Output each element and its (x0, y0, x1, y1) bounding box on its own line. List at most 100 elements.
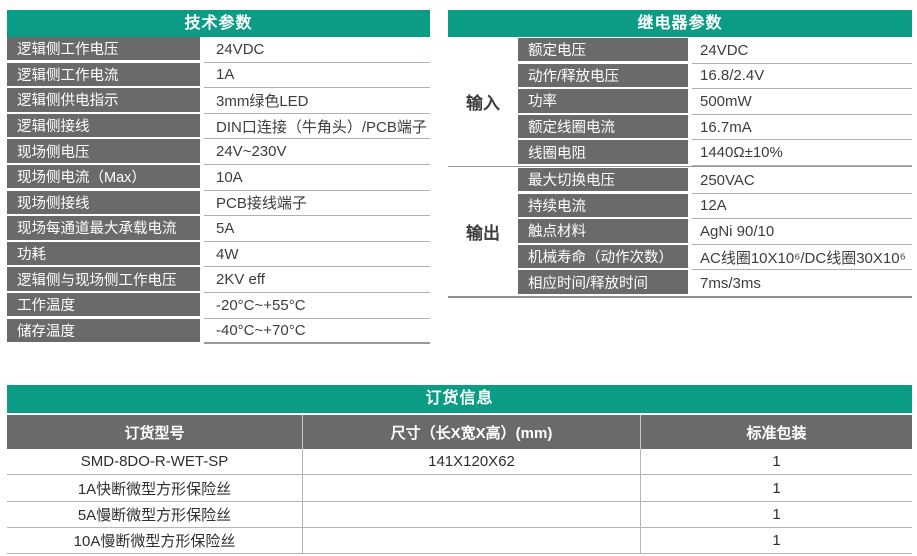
param-value: 5A (204, 216, 430, 242)
param-label: 额定线圈电流 (518, 114, 688, 139)
tech-params-title: 技术参数 (7, 10, 430, 37)
param-value: 24VDC (692, 38, 912, 64)
param-label: 现场侧电压 (7, 139, 200, 163)
table-row: 逻辑侧供电指示 3mm绿色LED (7, 88, 430, 114)
order-model: 5A慢断微型方形保险丝 (7, 501, 303, 528)
order-packaging: 1 (772, 479, 781, 497)
param-value: 16.8/2.4V (692, 64, 912, 90)
param-value: -20°C~+55°C (204, 293, 430, 319)
column-header-packaging: 标准包装 (746, 424, 807, 442)
order-dimensions (303, 528, 641, 554)
table-row: 现场侧接线 PCB接线端子 (7, 190, 430, 217)
param-label: 现场每通道最大承载电流 (7, 216, 200, 240)
relay-input-rows: 额定电压 24VDC 动作/释放电压 16.8/2.4V 功率 500mW (518, 37, 912, 166)
table-row: 最大切换电压 250VAC (518, 167, 912, 194)
order-dimensions (303, 501, 641, 528)
order-model: SMD-8DO-R-WET-SP (7, 449, 303, 475)
param-value: 12A (692, 194, 912, 220)
table-row: 逻辑侧工作电压 24VDC (7, 37, 430, 63)
table-row: 额定电压 24VDC (518, 38, 912, 64)
column-header-model: 订货型号 (7, 415, 303, 450)
table-row: 触点材料 AgNi 90/10 (518, 219, 912, 245)
param-value: -40°C~+70°C (204, 319, 430, 345)
param-label: 持续电流 (518, 193, 688, 217)
order-model: 10A慢断微型方形保险丝 (7, 528, 303, 554)
table-row: 功耗 4W (7, 241, 430, 268)
param-label: 最大切换电压 (518, 167, 688, 192)
param-label: 工作温度 (7, 292, 200, 317)
param-value: 24V~230V (204, 139, 430, 165)
param-label: 储存温度 (7, 318, 200, 342)
param-value: PCB接线端子 (204, 191, 430, 217)
order-dimensions (303, 475, 641, 501)
param-label: 功率 (518, 89, 688, 113)
param-value: 1440Ω±10% (692, 140, 912, 166)
table-row: 额定线圈电流 16.7mA (518, 114, 912, 141)
param-value: 10A (204, 165, 430, 191)
param-label: 逻辑侧工作电压 (7, 37, 200, 61)
table-row: 5A慢断微型方形保险丝 1 (7, 501, 912, 529)
param-value: 500mW (692, 89, 912, 115)
param-value: 4W (204, 242, 430, 268)
param-value: AgNi 90/10 (692, 219, 912, 245)
param-label: 逻辑侧接线 (7, 113, 200, 138)
table-row: 机械寿命（动作次数） AC线圈10X10⁶/DC线圈30X10⁶ (518, 244, 912, 271)
param-value: DIN口连接（牛角头）/PCB端子 (204, 114, 430, 140)
column-header-dimensions: 尺寸（长X宽X高）(mm) (303, 415, 641, 450)
relay-output-group: 输出 最大切换电压 250VAC 持续电流 12A 触点材料 AgNi 90/1 (448, 166, 912, 296)
order-model: 1A快断微型方形保险丝 (7, 475, 303, 501)
param-label: 逻辑侧与现场侧工作电压 (7, 267, 200, 291)
param-value: 250VAC (692, 168, 912, 194)
order-dimensions: 141X120X62 (303, 449, 641, 475)
relay-output-rows: 最大切换电压 250VAC 持续电流 12A 触点材料 AgNi 90/10 (518, 167, 912, 296)
relay-params-body: 输入 额定电压 24VDC 动作/释放电压 16.8/2.4V 功率 500mW (448, 37, 912, 298)
param-label: 机械寿命（动作次数） (518, 244, 688, 269)
order-column-headers: 订货型号 尺寸（长X宽X高）(mm) 标准包装 (7, 415, 912, 450)
param-value: AC线圈10X10⁶/DC线圈30X10⁶ (692, 245, 912, 271)
table-row: 1A快断微型方形保险丝 1 (7, 475, 912, 502)
order-packaging: 1 (772, 505, 781, 523)
relay-params-table: 继电器参数 输入 额定电压 24VDC 动作/释放电压 16.8/2.4V (448, 10, 912, 344)
table-row: 现场侧电压 24V~230V (7, 139, 430, 165)
param-label: 线圈电阻 (518, 140, 688, 164)
group-label-output: 输出 (448, 166, 518, 296)
param-value: 2KV eff (204, 267, 430, 293)
table-row: 功率 500mW (518, 89, 912, 115)
relay-input-group: 输入 额定电压 24VDC 动作/释放电压 16.8/2.4V 功率 500mW (448, 37, 912, 167)
param-label: 相应时间/释放时间 (518, 270, 688, 294)
table-row: 储存温度 -40°C~+70°C (7, 318, 430, 345)
param-value: 7ms/3ms (700, 274, 761, 292)
table-row: 现场每通道最大承载电流 5A (7, 216, 430, 242)
order-info-title: 订货信息 (7, 385, 912, 414)
table-row: 动作/释放电压 16.8/2.4V (518, 63, 912, 90)
param-value: 24VDC (204, 37, 430, 63)
order-packaging: 1 (772, 532, 781, 550)
table-row: 持续电流 12A (518, 193, 912, 220)
group-label-input: 输入 (448, 37, 518, 166)
param-label: 逻辑侧供电指示 (7, 88, 200, 112)
top-section: 技术参数 逻辑侧工作电压 24VDC 逻辑侧工作电流 1A 逻辑侧供电指示 3m… (7, 10, 912, 345)
param-label: 动作/释放电压 (518, 63, 688, 87)
param-value: 3mm绿色LED (204, 88, 430, 114)
order-packaging: 1 (772, 453, 781, 471)
relay-params-title: 继电器参数 (448, 10, 912, 37)
param-value: 1A (204, 63, 430, 89)
table-row: 现场侧电流（Max） 10A (7, 164, 430, 191)
table-row: 10A慢断微型方形保险丝 1 (7, 528, 912, 555)
param-label: 额定电压 (518, 38, 688, 62)
order-info-table: 订货信息 订货型号 尺寸（长X宽X高）(mm) 标准包装 SMD-8DO-R-W… (7, 385, 912, 555)
table-row: 逻辑侧接线 DIN口连接（牛角头）/PCB端子 (7, 113, 430, 140)
tech-params-table: 技术参数 逻辑侧工作电压 24VDC 逻辑侧工作电流 1A 逻辑侧供电指示 3m… (7, 10, 430, 345)
table-row: 线圈电阻 1440Ω±10% (518, 140, 912, 166)
param-label: 功耗 (7, 241, 200, 266)
param-value: 16.7mA (692, 115, 912, 141)
param-label: 触点材料 (518, 219, 688, 243)
table-row: 逻辑侧与现场侧工作电压 2KV eff (7, 267, 430, 293)
param-label: 现场侧接线 (7, 190, 200, 214)
table-row: SMD-8DO-R-WET-SP 141X120X62 1 (7, 449, 912, 476)
table-row: 逻辑侧工作电流 1A (7, 62, 430, 89)
param-label: 现场侧电流（Max） (7, 164, 200, 189)
table-row: 相应时间/释放时间 7ms/3ms (518, 270, 912, 296)
table-row: 工作温度 -20°C~+55°C (7, 292, 430, 319)
